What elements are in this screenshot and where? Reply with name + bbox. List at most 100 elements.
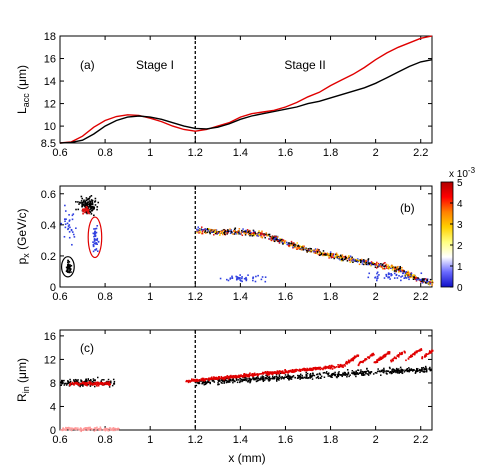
panel-b-point xyxy=(63,218,66,220)
panel-b-point xyxy=(67,227,70,230)
panel-b-band-point xyxy=(219,234,221,236)
panel-c-red-point xyxy=(350,358,353,360)
panel-c-black-point xyxy=(201,382,203,385)
panel-c-black-point xyxy=(224,378,227,381)
panel-c-black-point xyxy=(341,375,343,378)
panel-b-band-point xyxy=(271,236,273,238)
panel-c-red-point xyxy=(229,376,231,379)
panel-c-black-point xyxy=(272,377,275,379)
panel-b-band-point xyxy=(263,234,266,236)
panel-b-band-point xyxy=(394,268,396,270)
panel-c-black-point xyxy=(398,368,400,370)
panel-c-black-point xyxy=(319,373,322,376)
panel-c-black-point xyxy=(392,368,395,370)
panel-b-band-point xyxy=(352,261,354,264)
panel-c-red-point xyxy=(344,365,346,367)
panel-c-black-point xyxy=(365,370,368,373)
panel-c-black-point xyxy=(263,379,266,381)
panel-b-band-point xyxy=(291,243,293,246)
panel-b-point xyxy=(237,278,239,280)
panel-c-early-point xyxy=(107,383,109,386)
panel-c-early-point xyxy=(78,383,81,386)
colorbar-tick-label: 2 xyxy=(457,241,463,252)
panel-b-point xyxy=(60,222,63,225)
panel-b-band-point xyxy=(233,228,236,231)
panel-c-red-point xyxy=(360,361,363,363)
panel-c-early-point xyxy=(100,383,103,385)
panel-c-red-point xyxy=(314,368,317,371)
panel-b-point xyxy=(79,202,82,204)
panel-b-band-point xyxy=(350,260,353,262)
panel-c-red-point xyxy=(325,366,328,369)
panel-b-point xyxy=(91,209,94,212)
panel-b-point xyxy=(69,226,71,229)
panel-b-band-point xyxy=(417,277,419,279)
panel-c-black-point xyxy=(276,376,278,378)
panel-c-black-point xyxy=(343,373,346,376)
panel-b-band-point xyxy=(273,238,276,241)
panel-c-early-point xyxy=(107,378,110,381)
panel-b-band-point xyxy=(227,231,229,233)
panel-b-band-point xyxy=(420,280,423,282)
panel-b-point xyxy=(68,214,70,216)
panel-c-black-point xyxy=(422,371,425,373)
panel-c-red-point xyxy=(211,378,213,380)
panel-c-red-point xyxy=(300,369,302,371)
panel-b-band-point xyxy=(431,282,434,284)
panel-b-point xyxy=(88,202,91,205)
panel-b-band-point xyxy=(310,249,313,252)
panel-c-early-point xyxy=(64,382,66,385)
panel-b-band-point xyxy=(293,242,295,244)
panel-b-point xyxy=(71,231,74,233)
panel-b: 0.6 0.8 1 1.2 1.4 1.6 1.8 2 2.200.20.40.6px (GeV… xyxy=(15,166,476,303)
panel-b-point xyxy=(86,198,89,201)
panel-b-point xyxy=(70,229,73,232)
panel-b-band-point xyxy=(229,232,232,235)
panel-c-black-point xyxy=(218,383,220,386)
panel-c-red-point xyxy=(295,368,298,371)
panel-b-band-point xyxy=(410,276,413,278)
panel-c-early-point xyxy=(67,426,70,429)
panel-c-red-point xyxy=(222,376,225,379)
panel-b-point xyxy=(404,276,407,279)
panel-c-early-point xyxy=(97,383,99,386)
panel-c-red-point xyxy=(357,354,360,357)
panel-b-band-point xyxy=(334,256,336,259)
panel-c-plot-frame xyxy=(59,329,433,431)
panel-c-early-point xyxy=(91,428,94,431)
panel-c-early-point xyxy=(87,427,90,430)
panel-c-early-point xyxy=(114,428,117,430)
panel-c-red-point xyxy=(233,376,236,379)
panel-c-black-point xyxy=(218,379,220,381)
panel-b-point xyxy=(64,226,67,229)
panel-c-black-point xyxy=(340,374,342,376)
panel-c-early-point xyxy=(99,426,102,428)
panel-b-band-point xyxy=(286,243,288,246)
panel-c-red-point xyxy=(279,370,281,373)
panel-c-red-point xyxy=(200,378,203,380)
panel-b-band-point xyxy=(346,258,348,260)
panel-b-point xyxy=(75,208,77,211)
panel-c-early-point xyxy=(110,380,112,383)
panel-c-black-point xyxy=(277,378,279,381)
panel-c-black-point xyxy=(340,374,343,376)
panel-b-band-point xyxy=(253,232,255,234)
panel-c-black-point xyxy=(395,371,397,374)
panel-c-red-point xyxy=(335,366,338,368)
panel-c-black-point xyxy=(344,372,346,375)
panel-c-early-point xyxy=(80,380,83,382)
panel-a: 0.6 0.8 1 1.2 1.4 1.6 1.8 2 2.28.51012141618Lacc… xyxy=(15,31,433,159)
panel-b-band-point xyxy=(421,278,424,280)
panel-a-y-tick-label: 14 xyxy=(44,76,56,88)
panel-c-early-point xyxy=(60,428,62,431)
panel-b-point xyxy=(90,199,93,201)
panel-b-point xyxy=(75,201,77,203)
panel-c-y-tick-label: 16 xyxy=(44,331,56,343)
panel-c-black-point xyxy=(228,378,231,380)
panel-c-early-point xyxy=(89,385,92,387)
panel-b-point xyxy=(94,243,97,245)
panel-c-black-point xyxy=(287,374,289,376)
panel-b-band-point xyxy=(349,261,351,263)
panel-b-point xyxy=(260,278,263,281)
panel-b-point xyxy=(225,278,228,281)
